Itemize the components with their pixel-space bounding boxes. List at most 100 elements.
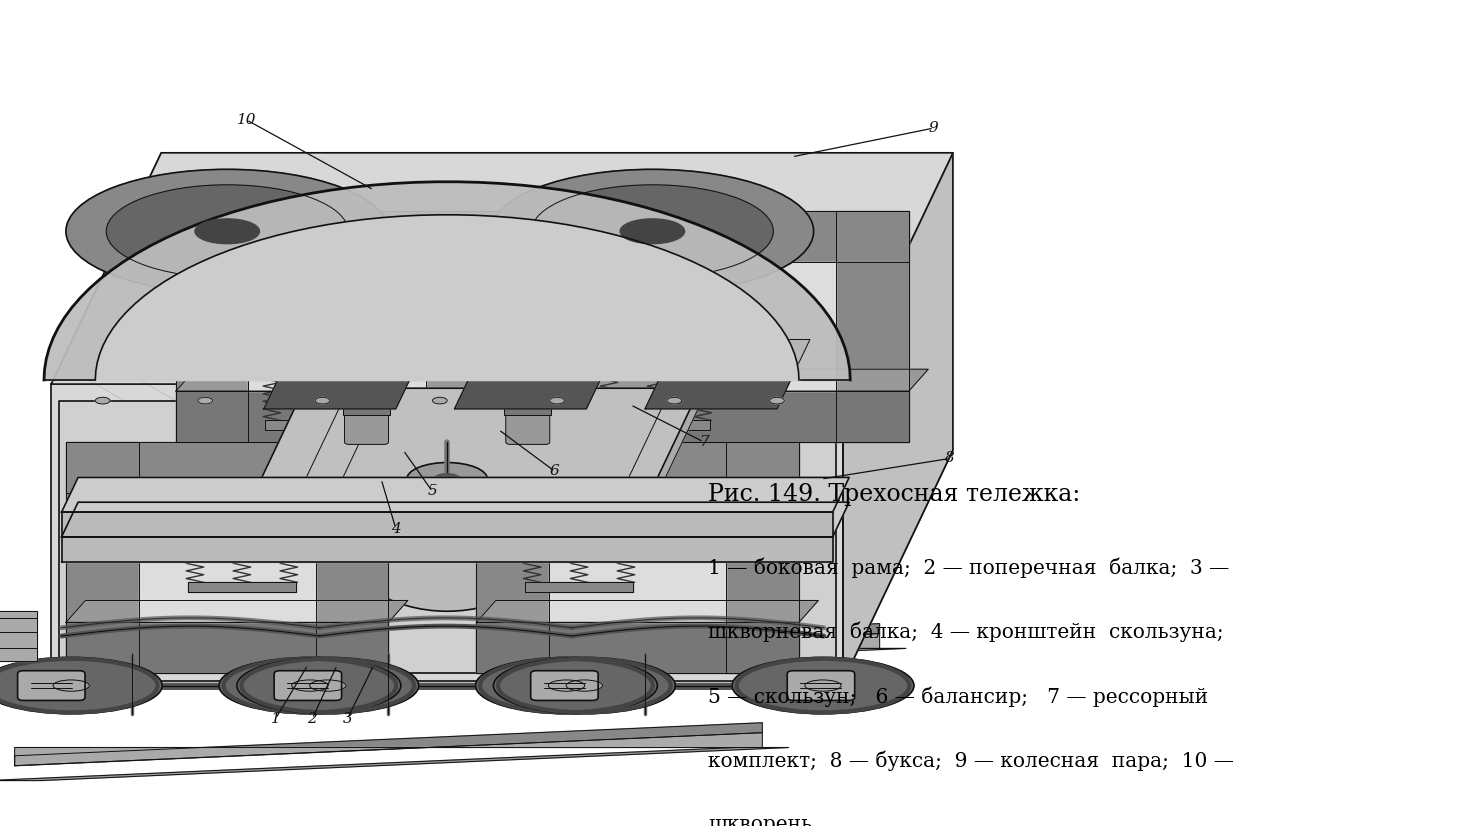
Polygon shape bbox=[66, 622, 388, 673]
Ellipse shape bbox=[550, 397, 564, 404]
Ellipse shape bbox=[53, 680, 89, 691]
Ellipse shape bbox=[106, 185, 349, 278]
Polygon shape bbox=[836, 211, 909, 442]
Text: 1 — боковая  рама;  2 — поперечная  балка;  3 —: 1 — боковая рама; 2 — поперечная балка; … bbox=[708, 558, 1230, 578]
Ellipse shape bbox=[491, 169, 814, 293]
Polygon shape bbox=[286, 520, 323, 558]
Polygon shape bbox=[425, 211, 498, 442]
Text: 1: 1 bbox=[271, 712, 280, 725]
Ellipse shape bbox=[120, 463, 333, 611]
Text: шкворень: шкворень bbox=[708, 815, 812, 826]
Polygon shape bbox=[317, 442, 388, 673]
Polygon shape bbox=[525, 582, 633, 592]
Ellipse shape bbox=[198, 397, 213, 404]
Polygon shape bbox=[264, 420, 372, 430]
FancyBboxPatch shape bbox=[787, 671, 855, 700]
Polygon shape bbox=[51, 384, 843, 681]
Ellipse shape bbox=[292, 680, 328, 691]
Ellipse shape bbox=[315, 397, 330, 404]
Polygon shape bbox=[586, 391, 909, 442]
Ellipse shape bbox=[560, 463, 774, 611]
Ellipse shape bbox=[620, 219, 685, 244]
Polygon shape bbox=[15, 723, 762, 766]
Polygon shape bbox=[586, 211, 660, 442]
Polygon shape bbox=[476, 442, 799, 493]
Polygon shape bbox=[176, 369, 517, 391]
Polygon shape bbox=[188, 523, 296, 533]
Polygon shape bbox=[454, 339, 620, 409]
Polygon shape bbox=[51, 450, 953, 681]
Text: 2: 2 bbox=[308, 712, 317, 725]
FancyBboxPatch shape bbox=[345, 408, 388, 444]
Ellipse shape bbox=[195, 219, 259, 244]
Ellipse shape bbox=[475, 657, 657, 714]
Polygon shape bbox=[106, 648, 906, 681]
Ellipse shape bbox=[66, 169, 388, 293]
FancyBboxPatch shape bbox=[531, 671, 598, 700]
Polygon shape bbox=[132, 624, 880, 667]
Polygon shape bbox=[525, 523, 633, 533]
FancyBboxPatch shape bbox=[18, 671, 85, 700]
Polygon shape bbox=[645, 339, 809, 409]
Polygon shape bbox=[66, 442, 138, 673]
Ellipse shape bbox=[434, 474, 460, 484]
Polygon shape bbox=[286, 405, 378, 520]
Polygon shape bbox=[138, 493, 317, 622]
Polygon shape bbox=[476, 442, 550, 673]
Ellipse shape bbox=[566, 680, 603, 691]
Ellipse shape bbox=[237, 657, 419, 714]
Text: 5: 5 bbox=[428, 485, 437, 498]
Polygon shape bbox=[62, 502, 849, 537]
Polygon shape bbox=[249, 388, 701, 504]
Polygon shape bbox=[0, 748, 789, 781]
Polygon shape bbox=[550, 493, 727, 622]
Polygon shape bbox=[62, 537, 833, 562]
Ellipse shape bbox=[408, 463, 487, 496]
Polygon shape bbox=[476, 622, 799, 673]
Ellipse shape bbox=[531, 185, 774, 278]
Ellipse shape bbox=[548, 680, 585, 691]
Ellipse shape bbox=[309, 680, 346, 691]
Polygon shape bbox=[603, 420, 711, 430]
Ellipse shape bbox=[432, 397, 447, 404]
Bar bbox=[504, 406, 551, 415]
Ellipse shape bbox=[340, 463, 554, 611]
Polygon shape bbox=[188, 582, 296, 592]
Polygon shape bbox=[62, 512, 833, 537]
Text: 9: 9 bbox=[929, 121, 938, 135]
Polygon shape bbox=[476, 601, 818, 622]
Ellipse shape bbox=[770, 397, 784, 404]
Polygon shape bbox=[608, 520, 645, 558]
Text: комплект;  8 — букса;  9 — колесная  пара;  10 —: комплект; 8 — букса; 9 — колесная пара; … bbox=[708, 751, 1234, 771]
FancyBboxPatch shape bbox=[506, 408, 550, 444]
Polygon shape bbox=[66, 442, 388, 493]
Polygon shape bbox=[176, 211, 498, 262]
Polygon shape bbox=[843, 153, 953, 681]
Polygon shape bbox=[15, 733, 762, 766]
Text: 4: 4 bbox=[391, 522, 400, 535]
Polygon shape bbox=[66, 601, 408, 622]
Ellipse shape bbox=[494, 657, 676, 714]
Text: 7: 7 bbox=[699, 435, 708, 449]
Polygon shape bbox=[62, 477, 849, 512]
Ellipse shape bbox=[95, 397, 110, 404]
Polygon shape bbox=[176, 391, 498, 442]
Text: 10: 10 bbox=[236, 113, 257, 126]
Polygon shape bbox=[586, 369, 928, 391]
Polygon shape bbox=[264, 339, 430, 409]
Ellipse shape bbox=[732, 657, 913, 714]
FancyBboxPatch shape bbox=[274, 671, 342, 700]
Polygon shape bbox=[603, 361, 711, 371]
Text: Рис. 149. Трехосная тележка:: Рис. 149. Трехосная тележка: bbox=[708, 483, 1080, 506]
Polygon shape bbox=[264, 361, 372, 371]
Polygon shape bbox=[176, 211, 248, 442]
Text: 5 — скользун;   6 — балансир;   7 — рессорный: 5 — скользун; 6 — балансир; 7 — рессорны… bbox=[708, 686, 1208, 707]
Polygon shape bbox=[727, 442, 799, 673]
Text: шкворневая  балка;  4 — кронштейн  скользуна;: шкворневая балка; 4 — кронштейн скользун… bbox=[708, 622, 1224, 643]
Ellipse shape bbox=[667, 397, 682, 404]
Ellipse shape bbox=[218, 657, 400, 714]
Polygon shape bbox=[59, 401, 836, 673]
Text: 3: 3 bbox=[343, 712, 352, 725]
Polygon shape bbox=[248, 262, 425, 391]
Polygon shape bbox=[586, 211, 909, 262]
